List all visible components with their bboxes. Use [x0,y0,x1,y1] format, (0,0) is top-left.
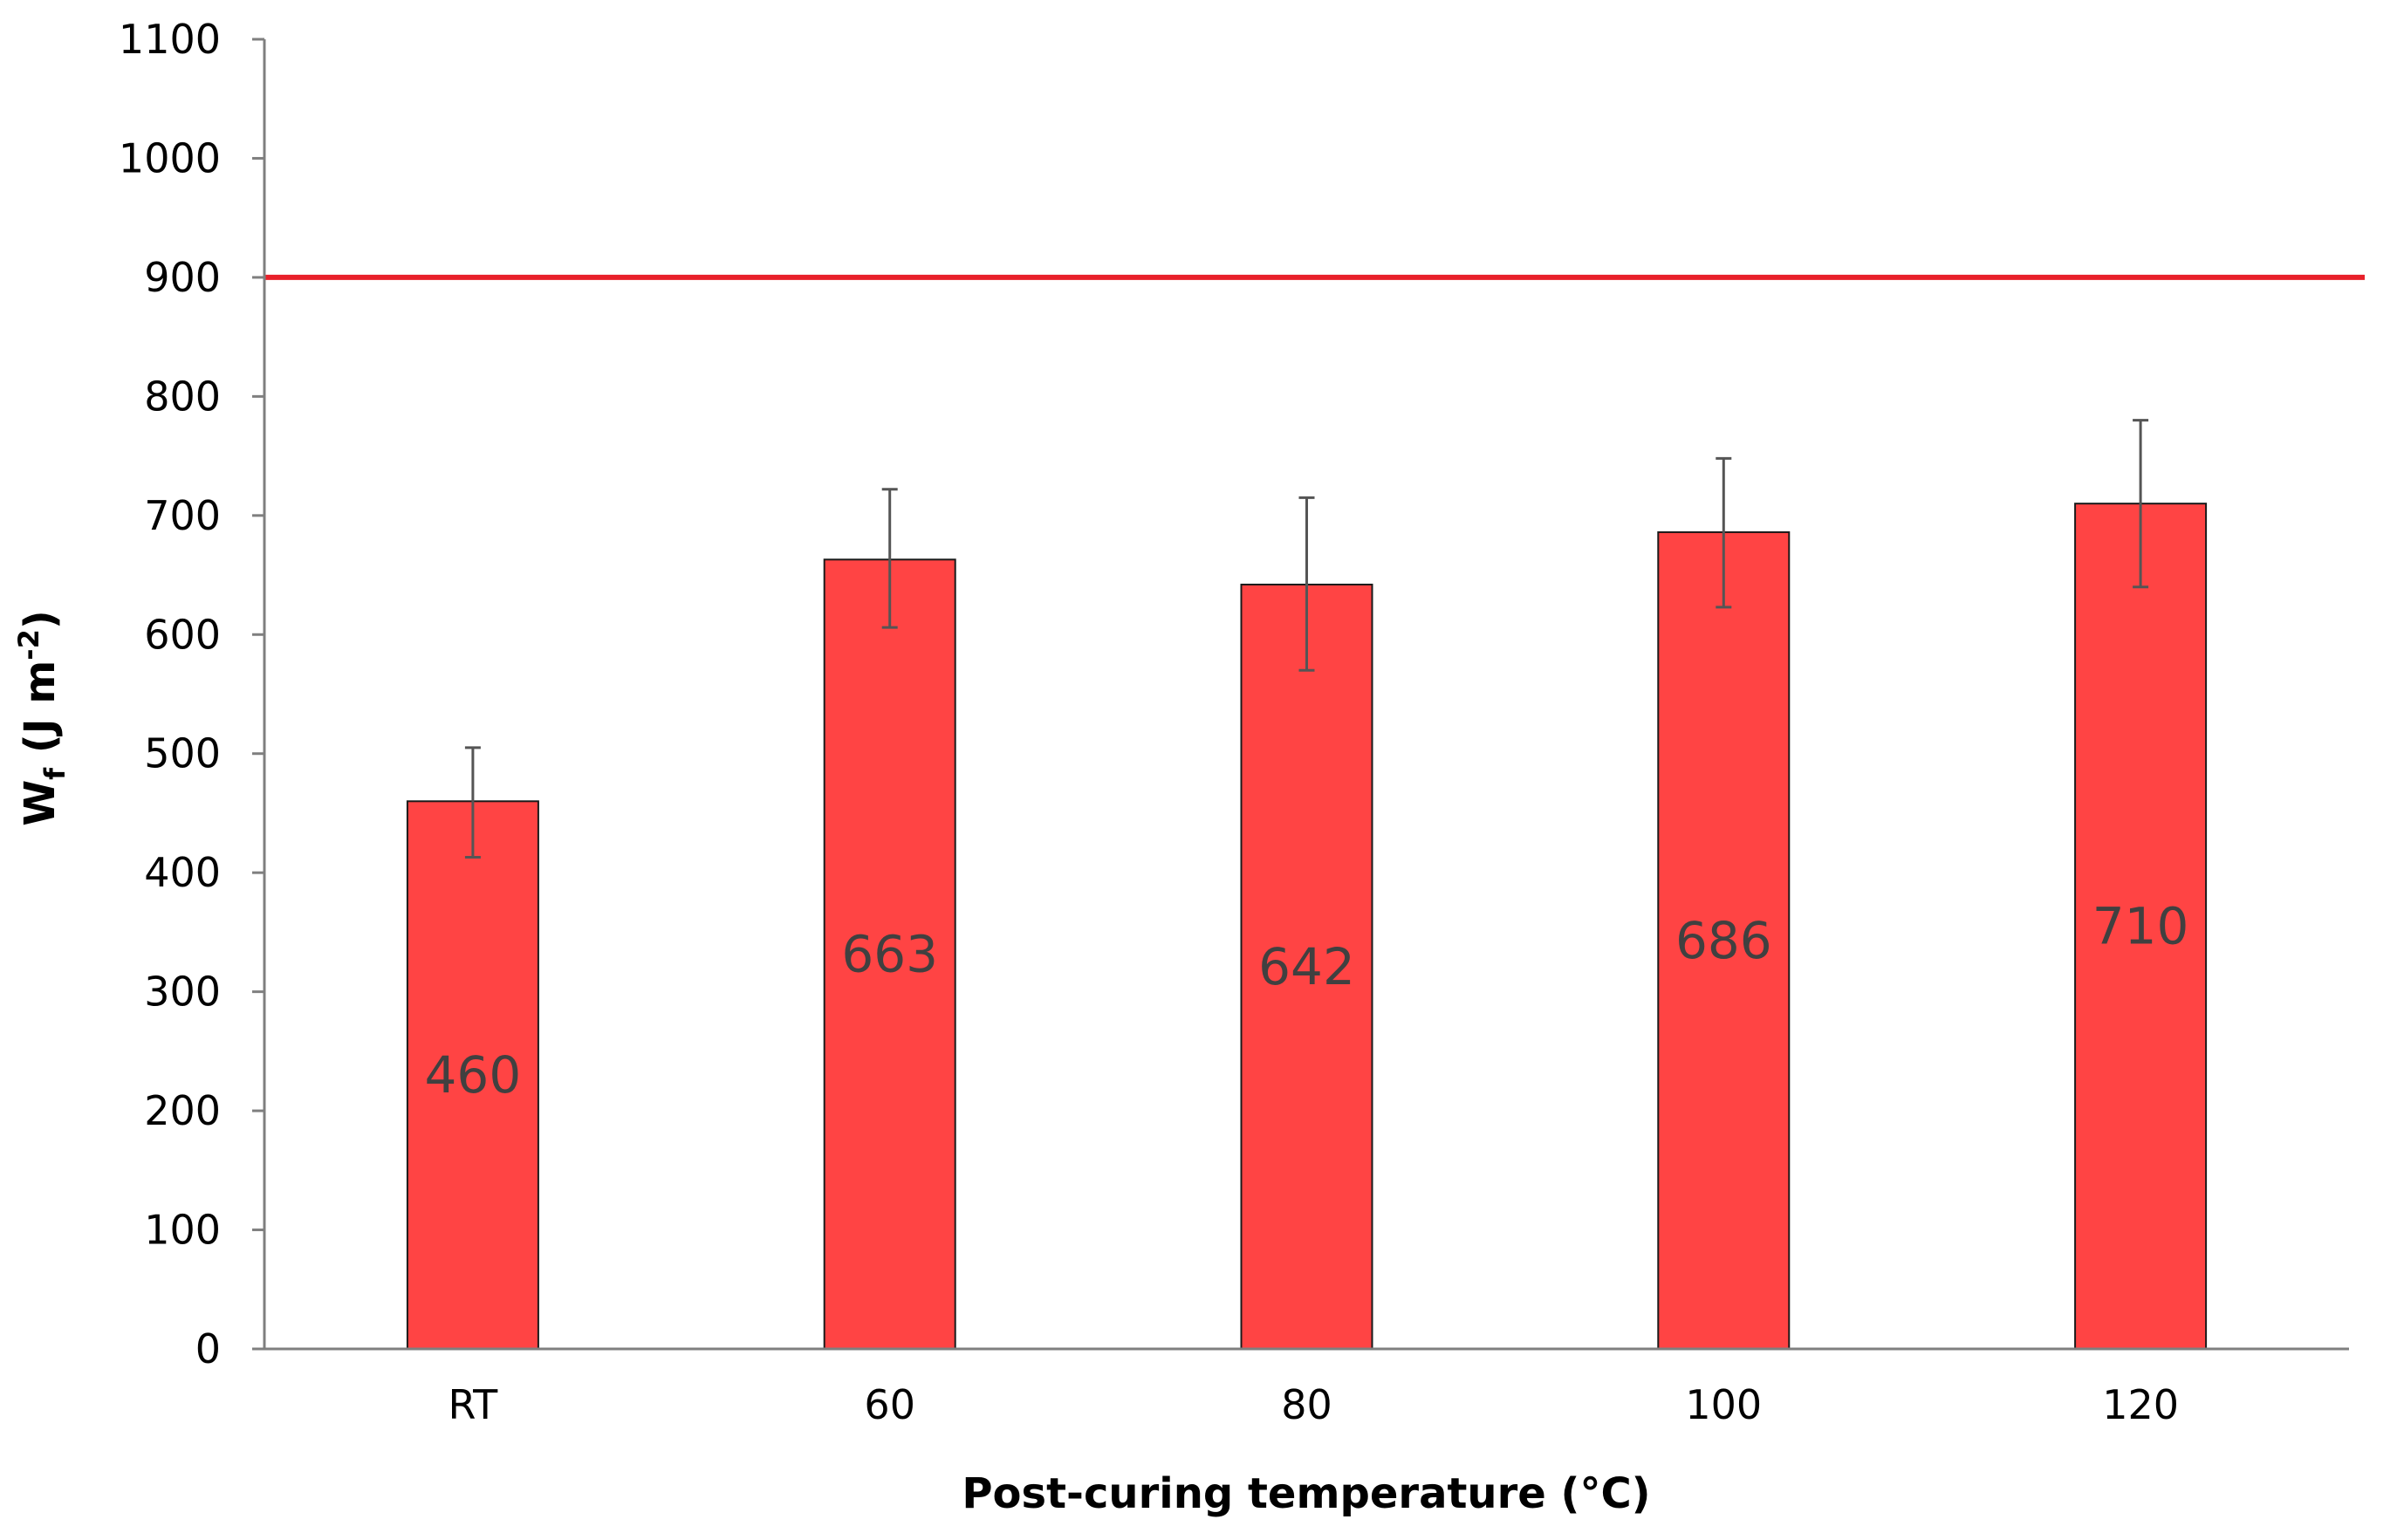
x-ticks-layer: RT 60 80 100 120 [449,1381,2179,1428]
y-tick-label: 400 [144,849,221,896]
y-axis-title-superscript: -2 [12,629,45,660]
y-tick-label: 800 [144,373,221,420]
x-tick-label: RT [449,1381,499,1428]
y-ticks-layer: 0 100 200 300 400 500 600 700 800 900 1000 1100 [119,16,264,1372]
y-tick-label: 700 [144,492,221,539]
x-axis-title: Post-curing temperature (°C) [962,1469,1650,1518]
data-label: 686 [1675,911,1772,970]
bar [1657,530,1791,1350]
y-axis-title-units: (J m [16,660,65,768]
x-tick-label: 100 [1685,1381,1762,1428]
y-tick-label: 1000 [119,134,221,181]
data-label: 663 [841,925,938,984]
y-tick-label: 1100 [119,16,221,63]
y-tick-label: 200 [144,1087,221,1134]
y-tick-label: 300 [144,968,221,1016]
bar [2074,503,2208,1350]
y-tick-label: 600 [144,611,221,658]
x-tick-label: 80 [1281,1381,1332,1428]
data-label: 460 [425,1045,522,1105]
y-tick-label: 900 [144,254,221,301]
y-tick-label: 500 [144,730,221,777]
data-label: 710 [2092,897,2189,956]
y-axis-title-subscript: f [38,767,72,780]
data-labels-layer: 460 663 642 686 710 [425,897,2189,1105]
bar [823,558,956,1350]
error-bars-layer [464,419,2149,859]
y-axis-title-units-close: ) [16,610,65,629]
x-tick-label: 60 [864,1381,915,1428]
y-tick-label: 0 [195,1325,221,1372]
y-axis-title-main: W [16,780,65,826]
bars-layer [406,503,2208,1350]
y-axis-title: Wf (J m-2) [12,610,72,826]
data-label: 642 [1258,937,1355,996]
axes-layer [263,39,2349,1351]
x-tick-label: 120 [2102,1381,2179,1428]
y-tick-label: 100 [144,1207,221,1254]
